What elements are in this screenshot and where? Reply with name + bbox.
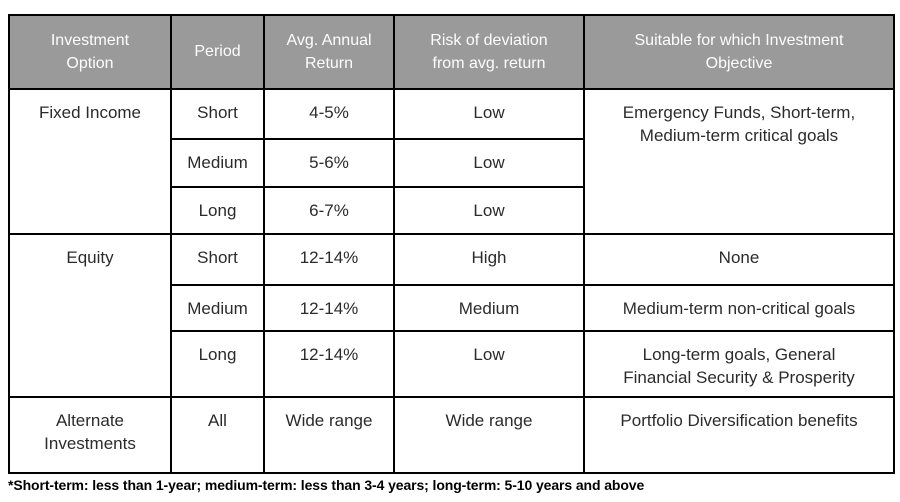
header-avg-annual-return: Avg. Annual Return [263, 14, 395, 90]
row-equity-long: Long 12-14% Low Long-term goals, General… [9, 330, 895, 398]
row-fixed-income-long: Long 6-7% Low [9, 186, 894, 235]
cell-suitable: Long-term goals, General Financial Secur… [583, 330, 895, 398]
table-header-row: Investment Option Period Avg. Annual Ret… [8, 14, 895, 90]
cell-risk: Low [393, 186, 585, 235]
cell-risk: Low [393, 330, 585, 398]
investment-options-table: Investment Option Period Avg. Annual Ret… [8, 14, 895, 474]
cell-risk: Medium [393, 284, 585, 332]
table-footnote: *Short-term: less than 1-year; medium-te… [8, 477, 645, 493]
cell-suitable: None [583, 233, 895, 286]
cell-risk: High [393, 233, 585, 286]
row-alternate-all: Alternate Investments All Wide range Wid… [8, 396, 895, 474]
cell-period: All [170, 396, 265, 474]
cell-period: Short [170, 88, 265, 140]
header-suitable-objective: Suitable for which Investment Objective [583, 14, 895, 90]
cell-period: Medium [170, 138, 265, 188]
cell-option-alternate: Alternate Investments [8, 396, 172, 474]
cell-option-fixed-income: Fixed Income [8, 88, 172, 235]
cell-return: 5-6% [263, 138, 395, 188]
cell-period: Medium [170, 284, 265, 332]
row-fixed-income-medium: Medium 5-6% Low [9, 138, 894, 188]
cell-return: 12-14% [263, 330, 395, 398]
cell-period: Long [170, 186, 265, 235]
cell-period: Short [170, 233, 265, 286]
cell-return: 12-14% [263, 233, 395, 286]
cell-return: 4-5% [263, 88, 395, 140]
cell-suitable: Portfolio Diversification benefits [583, 396, 895, 474]
cell-option-equity: Equity [8, 233, 172, 398]
row-equity-short: Equity Short 12-14% High None [8, 233, 895, 398]
row-equity-medium: Medium 12-14% Medium Medium-term non-cri… [9, 284, 895, 332]
cell-return: 12-14% [263, 284, 395, 332]
header-period: Period [170, 14, 265, 90]
cell-period: Long [170, 330, 265, 398]
cell-suitable: Medium-term non-critical goals [583, 284, 895, 332]
header-risk-of-deviation: Risk of deviation from avg. return [393, 14, 585, 90]
cell-risk: Low [393, 138, 585, 188]
cell-suitable-fixed-income: Emergency Funds, Short-term, Medium-term… [583, 88, 895, 235]
cell-risk: Wide range [393, 396, 585, 474]
cell-risk: Low [393, 88, 585, 140]
header-investment-option: Investment Option [8, 14, 172, 90]
cell-return: 6-7% [263, 186, 395, 235]
cell-return: Wide range [263, 396, 395, 474]
row-fixed-income-short: Fixed Income Short 4-5% Low Emergency Fu… [8, 88, 895, 235]
